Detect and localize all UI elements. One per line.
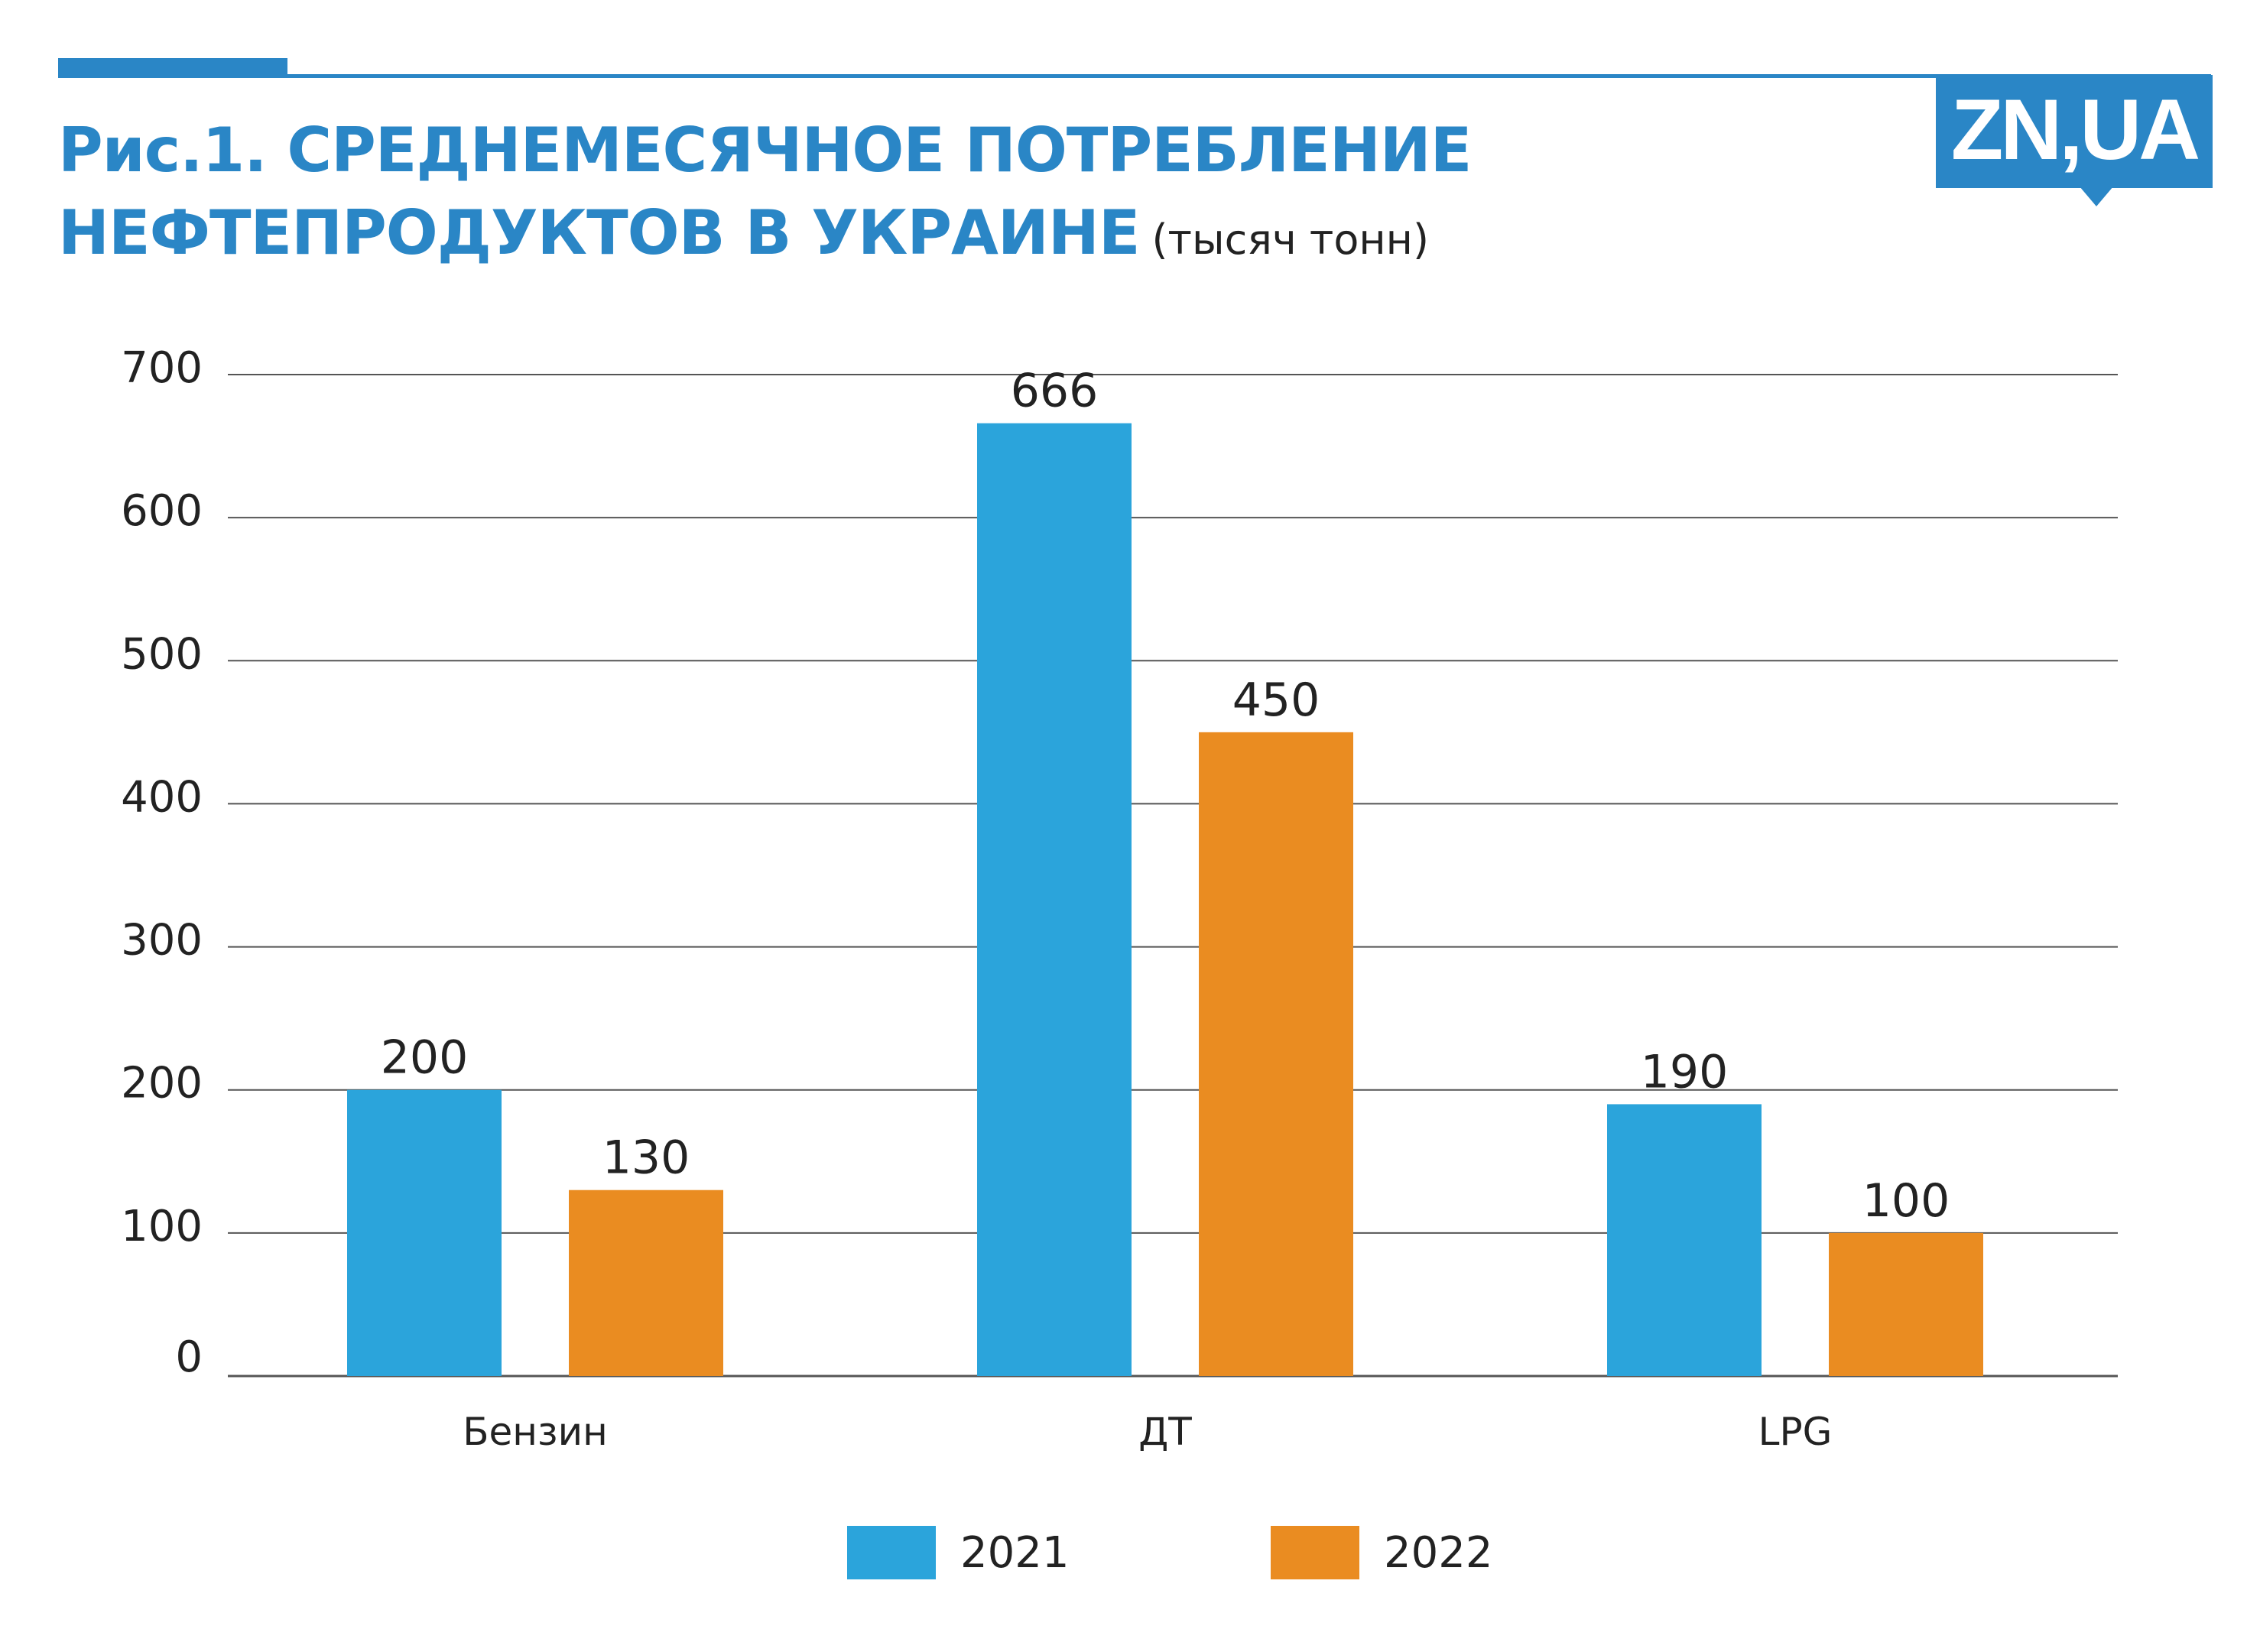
bar-LPG-2022 xyxy=(1829,1232,1983,1376)
value-labels: 200 130 666 450 190 100 xyxy=(381,365,1950,1228)
y-tick-label-300: 300 xyxy=(121,916,203,966)
y-tick-label-200: 200 xyxy=(121,1059,203,1108)
y-tick-label-600: 600 xyxy=(121,486,203,536)
y-tick-label-100: 100 xyxy=(121,1202,203,1251)
value-label-Бензин-2022: 130 xyxy=(602,1131,690,1185)
chart-subtitle: (тысяч тонн) xyxy=(1151,216,1430,264)
y-axis-ticks: 0 100 200 300 400 500 600 700 xyxy=(121,343,203,1382)
legend: 2021 2022 xyxy=(847,1526,1493,1579)
value-label-LPG-2021: 190 xyxy=(1641,1045,1729,1099)
value-label-LPG-2022: 100 xyxy=(1862,1174,1950,1228)
y-tick-label-400: 400 xyxy=(121,772,203,822)
y-tick-label-700: 700 xyxy=(121,343,203,393)
category-label-2: LPG xyxy=(1758,1410,1833,1454)
value-label-ДТ-2021: 666 xyxy=(1011,365,1099,418)
value-label-ДТ-2022: 450 xyxy=(1232,673,1320,727)
logo-text: ZN,UA xyxy=(1950,82,2200,177)
grid-lines xyxy=(228,374,2118,1378)
legend-swatch-2022 xyxy=(1271,1526,1359,1579)
bar-Бензин-2021 xyxy=(347,1089,502,1376)
legend-swatch-2021 xyxy=(847,1526,936,1579)
y-tick-label-500: 500 xyxy=(121,629,203,679)
chart-title-line-2: НЕФТЕПРОДУКТОВ В УКРАИНЕ (тысяч тонн) xyxy=(58,197,1429,268)
bars xyxy=(347,423,1983,1376)
zn-ua-logo: ZN,UA xyxy=(1936,75,2213,188)
header-rule xyxy=(58,74,2211,78)
y-tick-label-0: 0 xyxy=(175,1332,203,1382)
legend-label-2021: 2021 xyxy=(960,1528,1070,1578)
chart-title-line-1: Рис.1. СРЕДНЕМЕСЯЧНОЕ ПОТРЕБЛЕНИЕ xyxy=(58,115,1472,186)
bar-ДТ-2021 xyxy=(977,423,1132,1376)
bar-LPG-2021 xyxy=(1607,1104,1762,1376)
category-labels: Бензин ДТ LPG xyxy=(463,1410,1832,1454)
legend-label-2022: 2022 xyxy=(1384,1528,1493,1578)
chart-title-line-2-text: НЕФТЕПРОДУКТОВ В УКРАИНЕ xyxy=(58,197,1140,268)
logo-speech-tail xyxy=(2080,187,2113,206)
bar-Бензин-2022 xyxy=(569,1190,723,1376)
category-label-1: ДТ xyxy=(1138,1410,1192,1454)
bar-ДТ-2022 xyxy=(1199,732,1353,1376)
category-label-0: Бензин xyxy=(463,1410,608,1454)
value-label-Бензин-2021: 200 xyxy=(381,1031,469,1085)
